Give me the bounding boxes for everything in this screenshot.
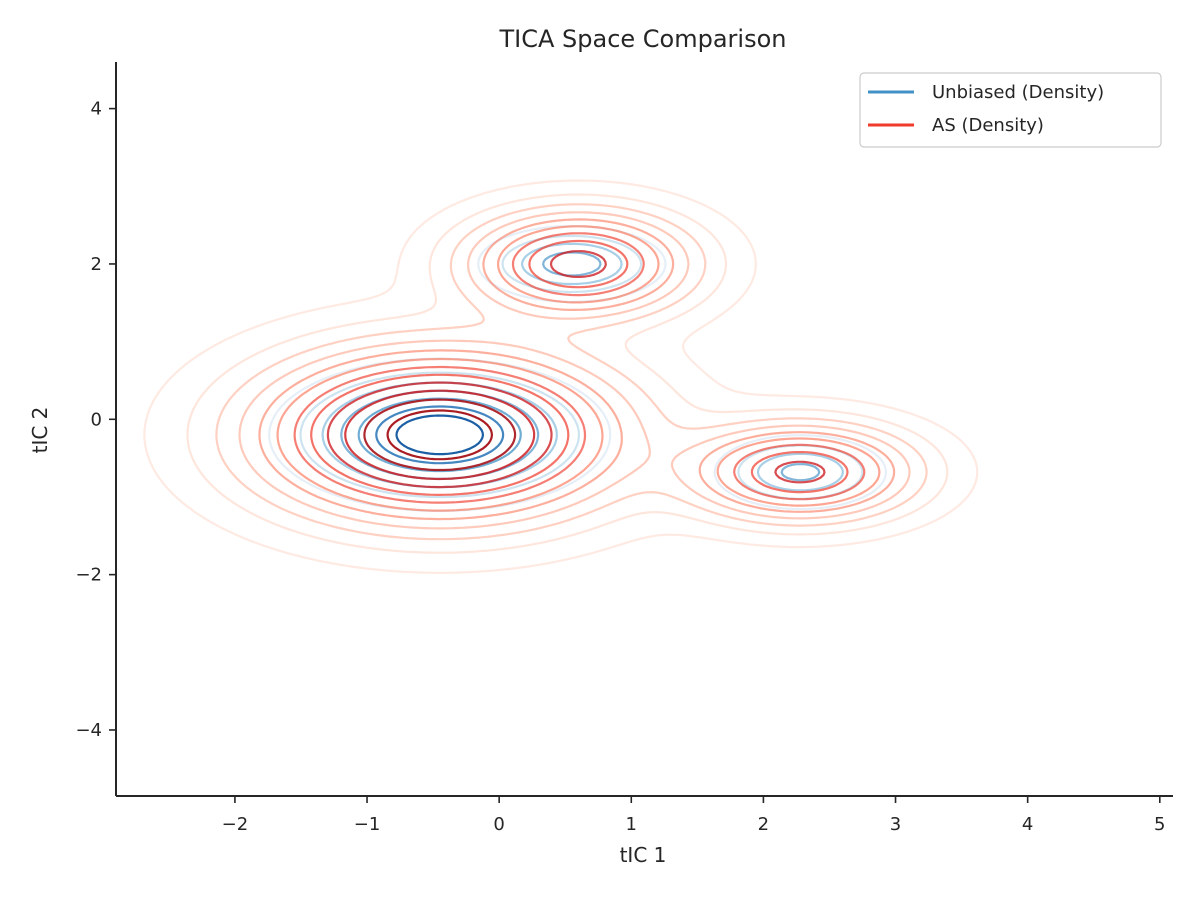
x-tick-label: 3 — [890, 814, 901, 835]
contour-layer — [143, 179, 979, 574]
chart-title: TICA Space Comparison — [498, 25, 786, 53]
legend: Unbiased (Density) AS (Density) — [859, 72, 1162, 148]
y-axis-label: tIC 2 — [28, 407, 52, 454]
y-tick-label: −2 — [75, 565, 102, 586]
contour-level — [344, 389, 536, 481]
axes: −2 −1 0 1 2 3 4 5 −4 −2 0 2 4 — [75, 62, 1173, 835]
x-axis-label: tIC 1 — [620, 843, 667, 867]
contour-level — [375, 405, 505, 465]
y-tick-label: 2 — [91, 254, 102, 275]
contour-level — [310, 239, 849, 496]
y-tick-label: 0 — [91, 409, 102, 430]
contour-level — [395, 414, 484, 456]
contour-level — [143, 179, 979, 574]
y-tick-label: 4 — [91, 99, 102, 120]
x-tick-label: −1 — [354, 814, 381, 835]
legend-label: AS (Density) — [932, 115, 1044, 136]
x-tick-label: 0 — [493, 814, 504, 835]
contour-level — [357, 397, 522, 473]
contour-level — [186, 193, 949, 554]
x-tick-label: 1 — [626, 814, 637, 835]
x-tick-label: 4 — [1022, 814, 1033, 835]
contour-level — [363, 398, 517, 472]
contour-level — [326, 250, 826, 489]
y-tick-label: −4 — [75, 720, 102, 741]
contour-level — [258, 218, 896, 521]
x-tick-label: 5 — [1154, 814, 1165, 835]
contour-level — [386, 409, 493, 461]
legend-box — [859, 72, 1162, 148]
x-tick-label: 2 — [758, 814, 769, 835]
contour-level — [238, 211, 911, 530]
contour-level — [215, 203, 928, 541]
series-as-contours — [143, 179, 979, 574]
contour-level — [276, 225, 881, 512]
x-tick-label: −2 — [222, 814, 249, 835]
contour-level — [293, 232, 866, 504]
legend-label: Unbiased (Density) — [932, 82, 1104, 103]
